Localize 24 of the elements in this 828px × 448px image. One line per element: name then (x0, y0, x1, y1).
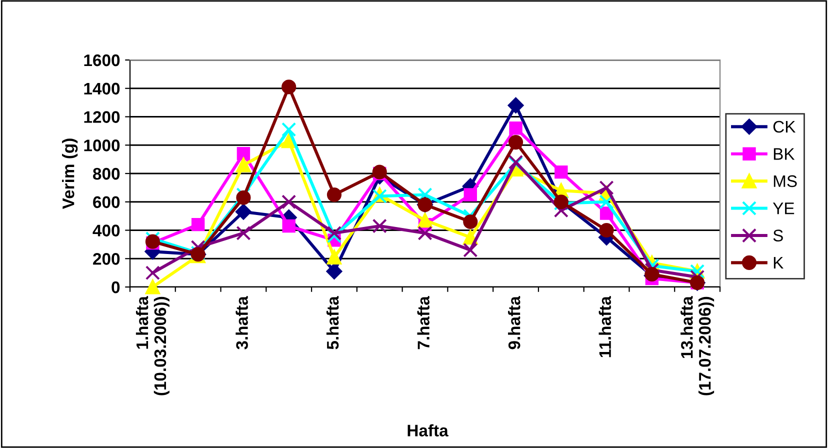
y-tick-label: 1200 (84, 111, 120, 123)
x-tick-label: 7.hafta (417, 296, 430, 350)
x-tick-label: 3.hafta (236, 296, 248, 350)
legend-label: YE (772, 202, 794, 214)
legend-label: S (773, 230, 783, 242)
y-tick-label: 0 (112, 281, 120, 294)
y-tick-label: 1000 (84, 140, 120, 152)
x-tick-label: 5.hafta (326, 296, 339, 350)
legend-label: CK (773, 120, 796, 133)
x-tick-label: 1.hafta (10.03.2006)) (136, 296, 170, 396)
y-tick-label: 1600 (84, 54, 120, 66)
x-tick-label: 9.hafta (508, 296, 520, 350)
y-tick-label: 600 (93, 196, 120, 208)
x-tick-label: 13.hafta (17.07.2006)) (680, 296, 714, 396)
y-tick-label: 400 (92, 224, 120, 236)
legend-label: BK (774, 148, 795, 160)
x-tick-label: 11.hafta (598, 296, 612, 358)
y-axis-title: Verim (g) (62, 138, 78, 210)
y-tick-label: 800 (93, 168, 120, 180)
legend-label: K (774, 257, 784, 269)
y-tick-label: 1400 (84, 82, 120, 95)
x-axis-title: Hafta (408, 424, 448, 436)
y-tick-label: 200 (93, 253, 120, 265)
legend-label: MS (774, 175, 797, 188)
